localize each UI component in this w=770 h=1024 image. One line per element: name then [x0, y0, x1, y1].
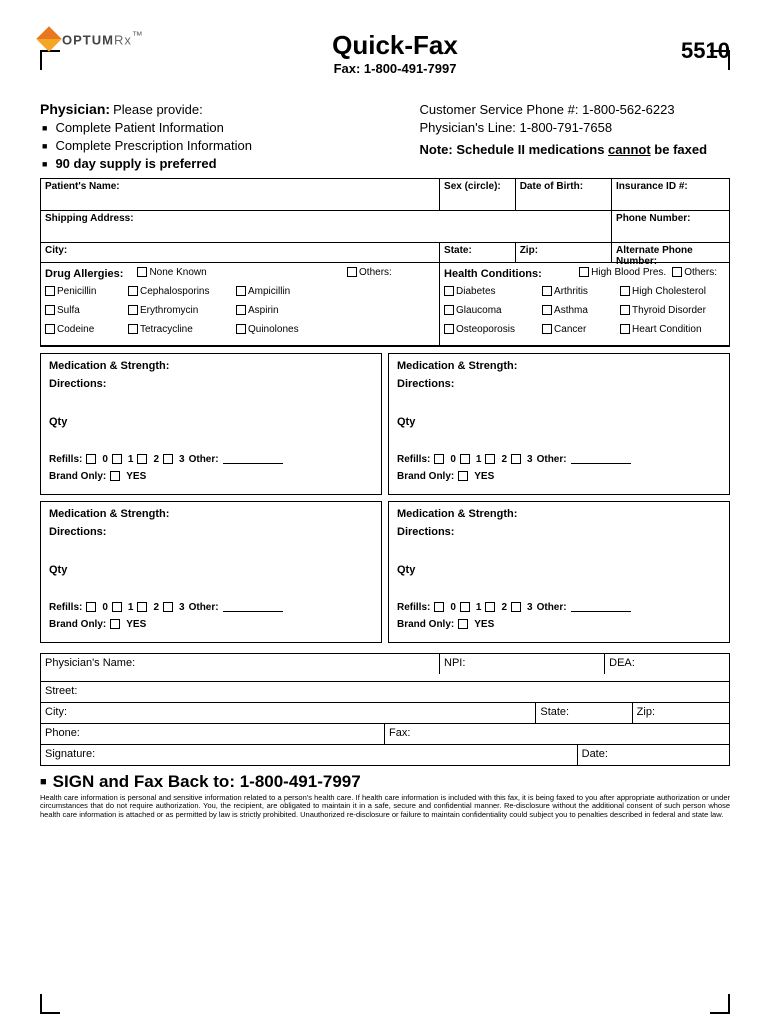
logo-icon: [36, 26, 61, 51]
med-box-4[interactable]: Medication & Strength: Directions: Qty R…: [388, 501, 730, 643]
conditions-section: Health Conditions: High Blood Pres. Othe…: [440, 263, 729, 345]
field-signature[interactable]: Signature:: [41, 745, 578, 765]
bullet-item: Complete Prescription Information: [42, 137, 420, 155]
field-phys-phone[interactable]: Phone:: [41, 724, 385, 744]
allergies-section: Drug Allergies: None Known Others: Penic…: [41, 263, 440, 345]
fax-number: Fax: 1-800-491-7997: [160, 61, 630, 76]
bullet-item: 90 day supply is preferred: [42, 155, 420, 173]
field-insurance[interactable]: Insurance ID #:: [612, 179, 729, 210]
chk-condition[interactable]: High Blood Pres.: [579, 267, 666, 278]
chk-refill-0[interactable]: [86, 454, 96, 464]
chk-allergy[interactable]: Quinolones: [236, 324, 316, 335]
field-patient-name[interactable]: Patient's Name:: [41, 179, 440, 210]
crop-mark: [710, 994, 730, 1014]
chk-allergy[interactable]: Cephalosporins: [128, 286, 228, 297]
chk-condition[interactable]: Diabetes: [444, 286, 534, 297]
chk-allergy[interactable]: Aspirin: [236, 305, 316, 316]
physician-label: Physician:: [40, 101, 110, 117]
field-phys-zip[interactable]: Zip:: [633, 703, 729, 723]
physician-table: Physician's Name: NPI: DEA: Street: City…: [40, 653, 730, 766]
med-box-3[interactable]: Medication & Strength: Directions: Qty R…: [40, 501, 382, 643]
field-street[interactable]: Street:: [41, 682, 729, 702]
med-strength-label: Medication & Strength:: [49, 360, 373, 372]
refill-line: Refills: 0 1 2 3 Other:: [49, 454, 373, 465]
crop-mark: [40, 50, 60, 70]
contact-info: Customer Service Phone #: 1-800-562-6223…: [420, 101, 731, 174]
chk-condition[interactable]: High Cholesterol: [620, 286, 706, 297]
field-phys-fax[interactable]: Fax:: [385, 724, 729, 744]
field-date[interactable]: Date:: [578, 745, 729, 765]
field-zip[interactable]: Zip:: [516, 243, 612, 262]
med-qty-label: Qty: [49, 416, 373, 428]
chk-allergy[interactable]: Codeine: [45, 324, 120, 335]
field-dea[interactable]: DEA:: [605, 654, 729, 674]
logo-text: OPTUMRx™: [62, 30, 144, 47]
crop-mark: [710, 50, 730, 70]
medication-grid: Medication & Strength: Directions: Qty R…: [40, 353, 730, 643]
field-dob[interactable]: Date of Birth:: [516, 179, 612, 210]
schedule-note: Note: Schedule II medications cannot be …: [420, 141, 731, 159]
instructions-row: Physician: Please provide: Complete Pati…: [40, 101, 730, 174]
field-shipping[interactable]: Shipping Address:: [41, 211, 612, 242]
chk-condition[interactable]: Asthma: [542, 305, 612, 316]
chk-condition[interactable]: Heart Condition: [620, 324, 701, 335]
provide-text: Please provide:: [113, 102, 203, 117]
allergies-label: Drug Allergies:: [45, 268, 123, 280]
crop-mark: [40, 994, 60, 1014]
med-box-1[interactable]: Medication & Strength: Directions: Qty R…: [40, 353, 382, 495]
sign-fax-line: SIGN and Fax Back to: 1-800-491-7997: [40, 772, 730, 792]
chk-refill-3[interactable]: [163, 454, 173, 464]
brand-line: Brand Only: YES: [49, 471, 373, 482]
chk-condition[interactable]: Osteoporosis: [444, 324, 534, 335]
chk-none-known[interactable]: None Known: [137, 267, 217, 278]
chk-condition[interactable]: Thyroid Disorder: [620, 305, 706, 316]
chk-refill-1[interactable]: [112, 454, 122, 464]
chk-allergy[interactable]: Ampicillin: [236, 286, 316, 297]
header: OPTUMRx™ Quick-Fax Fax: 1-800-491-7997 5…: [40, 30, 730, 76]
disclaimer: Health care information is personal and …: [40, 794, 730, 820]
cs-phone: Customer Service Phone #: 1-800-562-6223: [420, 101, 731, 119]
chk-allergy[interactable]: Erythromycin: [128, 305, 228, 316]
field-state[interactable]: State:: [440, 243, 516, 262]
page-title: Quick-Fax: [160, 30, 630, 61]
chk-condition[interactable]: Arthritis: [542, 286, 612, 297]
bullet-list: Complete Patient Information Complete Pr…: [42, 119, 420, 174]
chk-allergy[interactable]: Penicillin: [45, 286, 120, 297]
field-alt-phone[interactable]: Alternate Phone Number:: [612, 243, 729, 262]
chk-brand[interactable]: [110, 471, 120, 481]
patient-table: Patient's Name: Sex (circle): Date of Bi…: [40, 178, 730, 347]
med-directions-label: Directions:: [49, 378, 373, 390]
field-phone[interactable]: Phone Number:: [612, 211, 729, 242]
chk-condition[interactable]: Glaucoma: [444, 305, 534, 316]
physician-line: Physician's Line: 1-800-791-7658: [420, 119, 731, 137]
chk-condition[interactable]: Cancer: [542, 324, 612, 335]
field-phys-state[interactable]: State:: [536, 703, 632, 723]
title-block: Quick-Fax Fax: 1-800-491-7997: [160, 30, 630, 76]
refill-other-input[interactable]: [223, 454, 283, 464]
chk-cond-others[interactable]: Others:: [672, 267, 717, 278]
chk-allergy-others[interactable]: Others:: [347, 267, 427, 278]
field-city[interactable]: City:: [41, 243, 440, 262]
chk-allergy[interactable]: Sulfa: [45, 305, 120, 316]
field-phys-city[interactable]: City:: [41, 703, 536, 723]
field-phys-name[interactable]: Physician's Name:: [41, 654, 440, 674]
chk-allergy[interactable]: Tetracycline: [128, 324, 228, 335]
bullet-item: Complete Patient Information: [42, 119, 420, 137]
chk-refill-2[interactable]: [137, 454, 147, 464]
field-npi[interactable]: NPI:: [440, 654, 605, 674]
med-box-2[interactable]: Medication & Strength: Directions: Qty R…: [388, 353, 730, 495]
physician-instructions: Physician: Please provide: Complete Pati…: [40, 101, 420, 174]
field-sex[interactable]: Sex (circle):: [440, 179, 516, 210]
conditions-label: Health Conditions:: [444, 268, 542, 280]
